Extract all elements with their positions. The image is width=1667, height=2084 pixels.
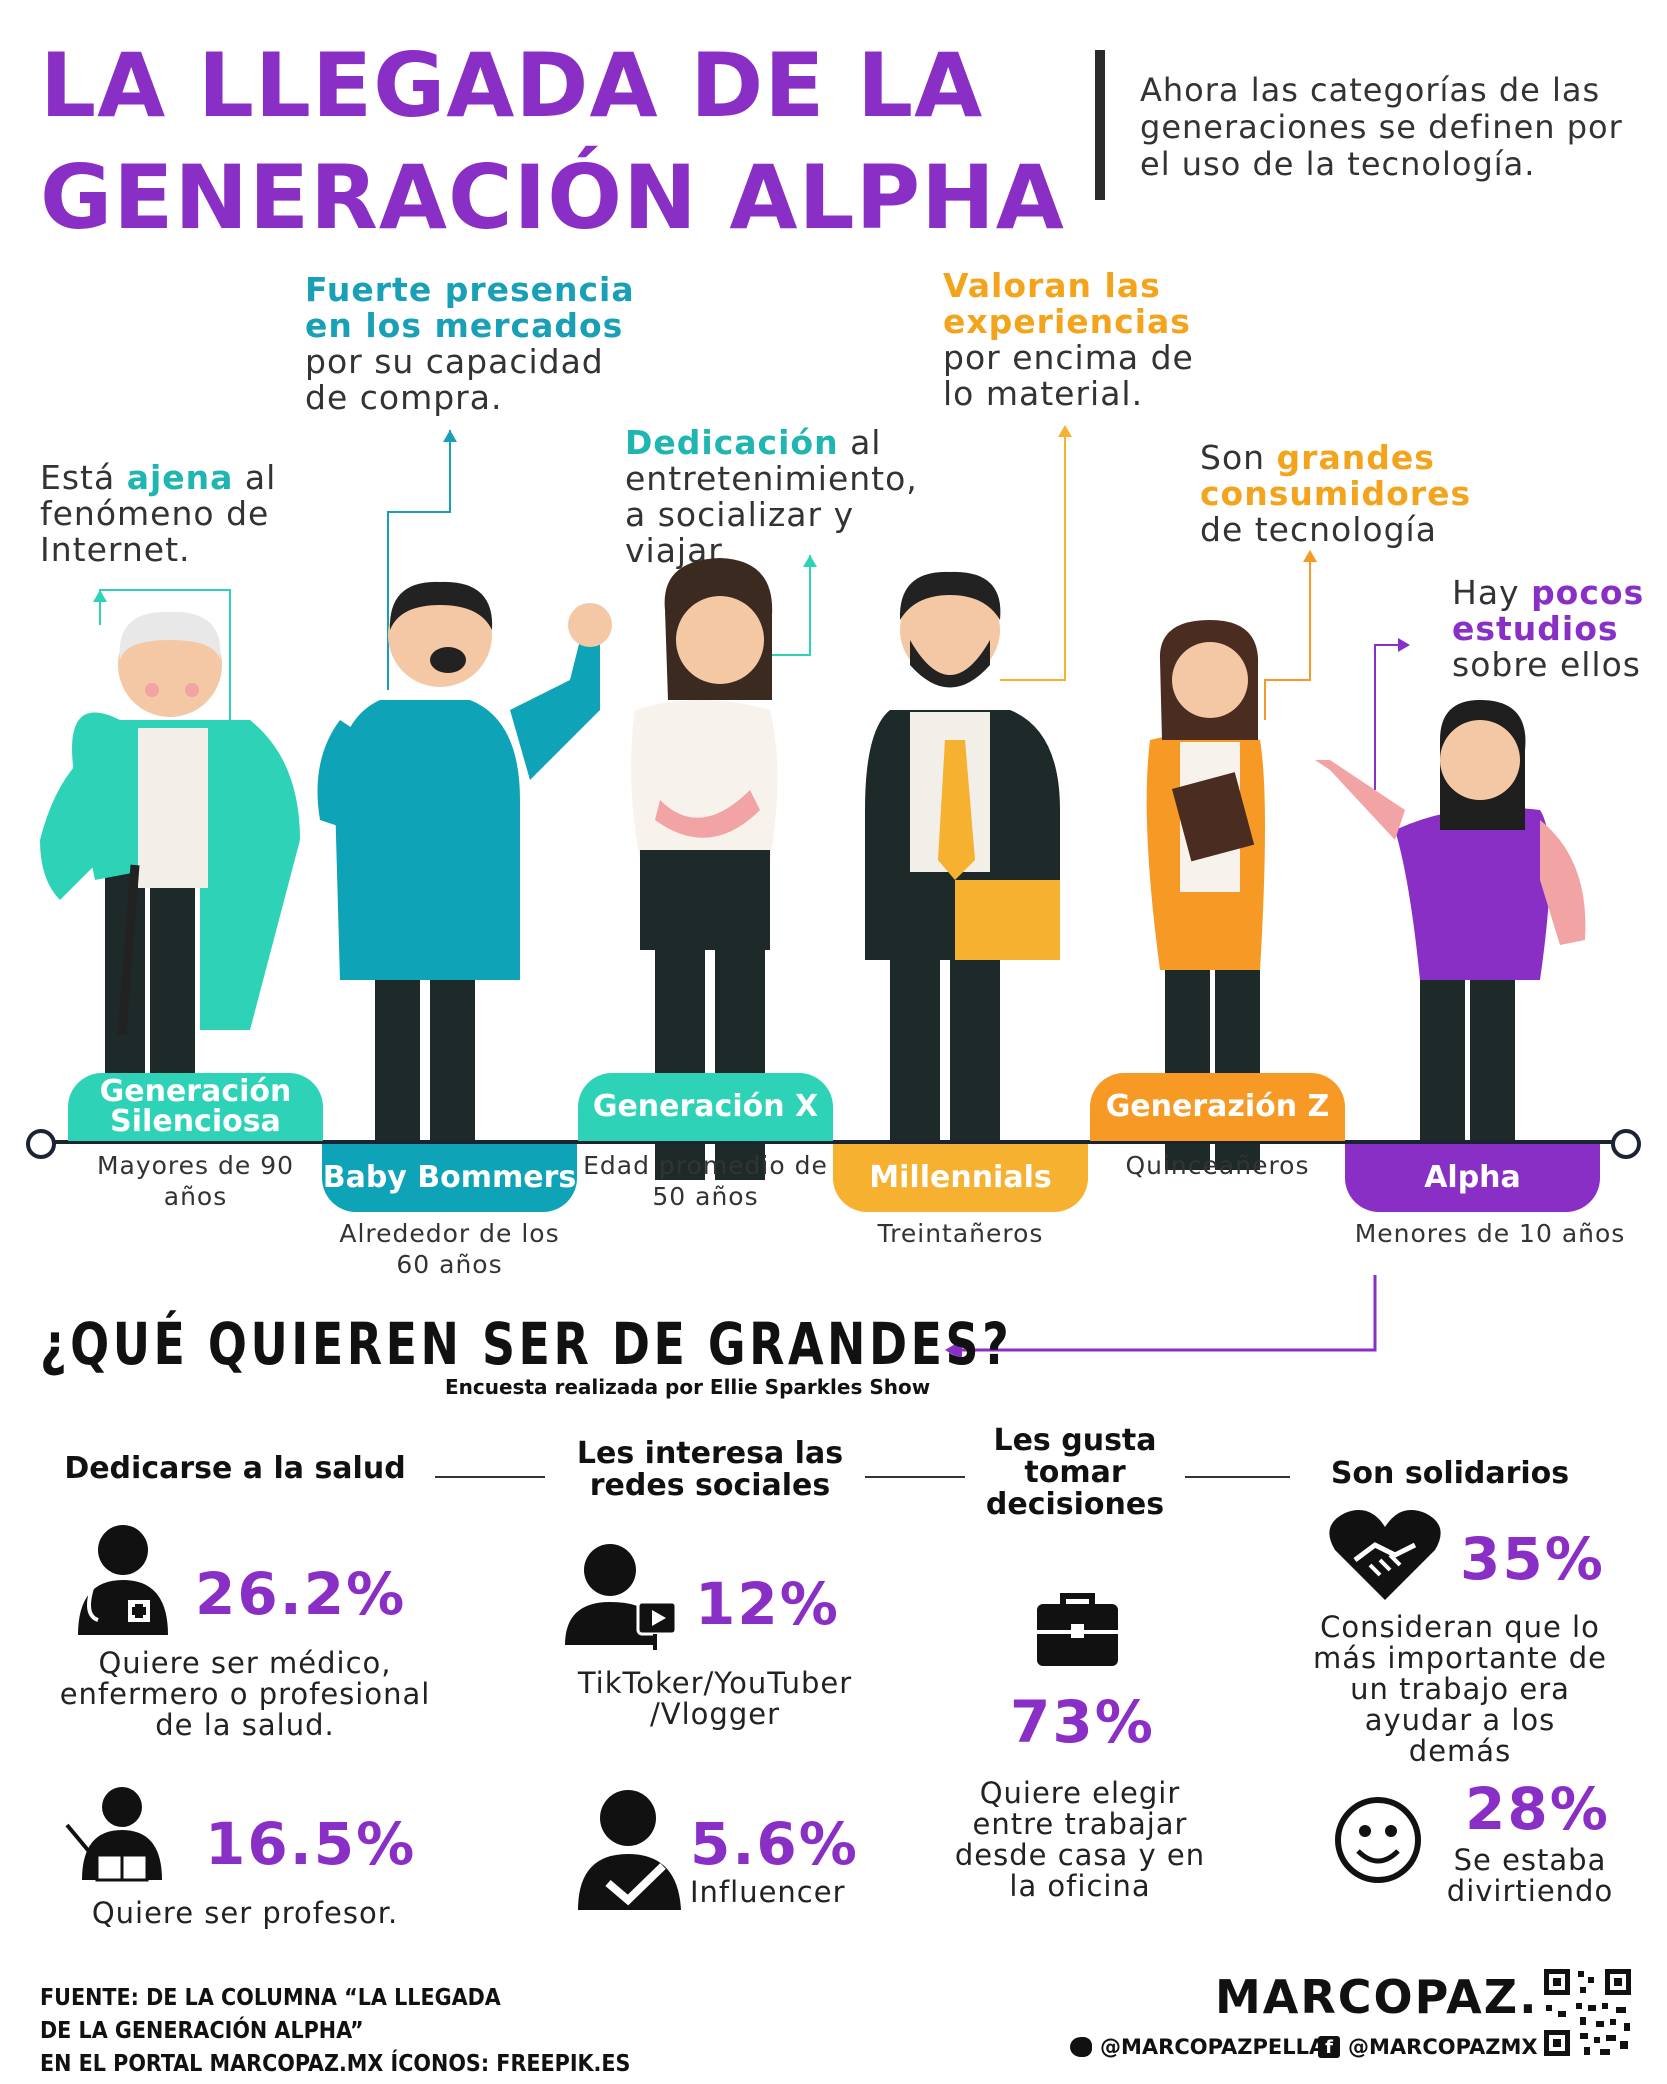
note-text: por encima de lo material. — [943, 338, 1194, 413]
pill-generacion-silenciosa: Generación Silenciosa — [68, 1073, 323, 1141]
timeline-end-icon — [1611, 1129, 1641, 1159]
note-highlight: grandes consumidores — [1200, 438, 1472, 513]
person-alpha — [1315, 700, 1586, 1180]
pill-alpha: Alpha — [1345, 1144, 1600, 1212]
source-line: EN EL PORTAL MARCOPAZ.MX ÍCONOS: FREEPIK… — [40, 2051, 631, 2077]
pct-decisiones: 73% — [1010, 1688, 1155, 1756]
pill-baby-bommers: Baby Bommers — [322, 1144, 577, 1212]
survey-subtitle: Encuesta realizada por Ellie Sparkles Sh… — [445, 1375, 931, 1399]
handshake-heart-icon — [1329, 1510, 1441, 1600]
pct-divirtiendo: 28% — [1465, 1775, 1610, 1843]
note-highlight: Fuerte presencia en los mercados — [305, 270, 635, 345]
verified-user-icon — [578, 1790, 681, 1910]
survey-title: ¿QUÉ QUIEREN SER DE GRANDES? — [40, 1310, 1013, 1378]
age-millennials: Treintañeros — [877, 1219, 1044, 1248]
pct-influencer: 5.6% — [690, 1810, 859, 1878]
note-text: al fenómeno de Internet. — [40, 458, 277, 569]
note-highlight: ajena — [126, 458, 234, 497]
note-genx: Dedicación al entretenimiento, a sociali… — [625, 425, 945, 569]
note-text: por su capacidad de compra. — [305, 342, 604, 417]
note-highlight: Valoran las experiencias — [943, 266, 1191, 341]
pct-solidarios: 35% — [1460, 1525, 1605, 1593]
age-alpha: Menores de 10 años — [1354, 1219, 1626, 1248]
note-text: Está — [40, 458, 127, 497]
note-highlight: pocos estudios — [1452, 573, 1645, 648]
page-subtitle: Ahora las categorías de las generaciones… — [1140, 71, 1623, 183]
note-highlight: Dedicación — [625, 423, 839, 462]
age-genx: Edad promedio de 50 años — [583, 1151, 828, 1211]
desc-tiktoker: TikToker/YouTuber /Vlogger — [577, 1666, 853, 1731]
note-text: sobre ellos — [1452, 645, 1641, 684]
heading-solidarios: Son solidarios — [1330, 1456, 1570, 1491]
timeline-line — [40, 1140, 1625, 1144]
desc-influencer: Influencer — [690, 1875, 846, 1909]
desc-solidarios: Consideran que lo más importante de un t… — [1313, 1610, 1607, 1768]
age-boomers: Alrededor de los 60 años — [339, 1219, 560, 1279]
smiley-icon — [1335, 1797, 1421, 1883]
pct-profesor: 16.5% — [205, 1810, 417, 1878]
note-silenciosa: Está ajena al fenómeno de Internet. — [40, 460, 280, 568]
person-millennial — [865, 571, 1060, 1180]
page-title: LA LLEGADA DE LA GENERACIÓN ALPHA — [40, 30, 1080, 254]
person-silenciosa — [40, 611, 300, 1095]
facebook-icon: f — [1318, 2036, 1340, 2058]
age-silenciosa: Mayores de 90 años — [96, 1151, 295, 1211]
note-boomers: Fuerte presencia en los mercados por su … — [305, 272, 635, 416]
heading-salud: Dedicarse a la salud — [64, 1451, 406, 1486]
teacher-icon — [65, 1787, 162, 1882]
facebook-handle[interactable]: f @MARCOPAZMX — [1318, 2035, 1538, 2059]
note-alpha: Hay pocos estudios sobre ellos — [1452, 575, 1652, 683]
twitter-handle[interactable]: @MARCOPAZPELLAT — [1070, 2035, 1338, 2059]
pct-tiktoker: 12% — [695, 1570, 840, 1638]
twitter-icon — [1070, 2037, 1092, 2057]
heading-decisiones: Les gusta tomar decisiones — [985, 1423, 1165, 1522]
facebook-text: @MARCOPAZMX — [1348, 2035, 1538, 2059]
pct-salud: 26.2% — [195, 1560, 407, 1628]
note-millennials: Valoran las experiencias por encima de l… — [943, 268, 1233, 412]
alpha-arrow — [945, 1275, 1377, 1360]
divider-bar — [1095, 50, 1105, 200]
twitter-text: @MARCOPAZPELLAT — [1100, 2035, 1338, 2059]
title-line-2: GENERACIÓN ALPHA — [40, 146, 1065, 249]
note-text: Son — [1200, 438, 1277, 477]
heading-divider — [865, 1476, 965, 1478]
desc-salud: Quiere ser médico, enfermero o profesion… — [59, 1646, 431, 1742]
desc-decisiones: Quiere elegir entre trabajar desde casa … — [954, 1776, 1206, 1903]
heading-divider — [435, 1476, 545, 1478]
timeline-start-icon — [26, 1129, 56, 1159]
person-boomer — [317, 581, 612, 1170]
title-line-1: LA LLEGADA DE LA — [40, 34, 984, 137]
pill-millennials: Millennials — [833, 1144, 1088, 1212]
footer-source: FUENTE: DE LA COLUMNA “LA LLEGADA DE LA … — [40, 1982, 630, 2081]
note-genz: Son grandes consumidores de tecnología — [1200, 440, 1490, 548]
note-text: al entretenimiento, a socializar y viaja… — [625, 423, 918, 570]
desc-divirtiendo: Se estaba divirtiendo — [1446, 1843, 1614, 1908]
video-creator-icon — [565, 1544, 678, 1650]
desc-profesor: Quiere ser profesor. — [91, 1896, 399, 1930]
pill-generacion-z: Generazión Z — [1090, 1073, 1345, 1141]
heading-divider — [1185, 1476, 1290, 1478]
doctor-icon — [78, 1525, 168, 1635]
age-genz: Quinceañeros — [1125, 1151, 1310, 1180]
pill-generacion-x: Generación X — [578, 1073, 833, 1141]
note-text: de tecnología — [1200, 510, 1437, 549]
qr-code-icon — [1540, 1965, 1635, 2060]
source-line: FUENTE: DE LA COLUMNA “LA LLEGADA — [40, 1985, 501, 2011]
source-line: DE LA GENERACIÓN ALPHA” — [40, 2018, 364, 2044]
note-text: Hay — [1452, 573, 1532, 612]
heading-redes: Les interesa las redes sociales — [576, 1436, 844, 1503]
briefcase-icon — [1037, 1593, 1118, 1666]
